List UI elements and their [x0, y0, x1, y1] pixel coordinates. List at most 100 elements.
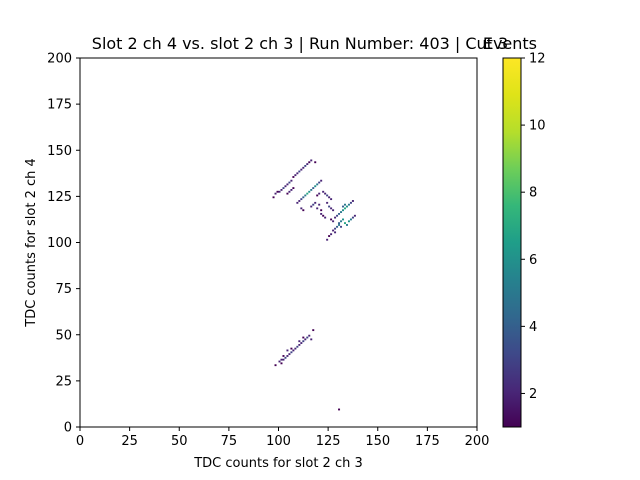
heatmap-cell — [351, 200, 354, 202]
y-tick-label: 150 — [47, 144, 72, 159]
heatmap-cell — [322, 190, 325, 193]
heatmap-cell — [302, 166, 305, 169]
heatmap-cell — [280, 358, 283, 361]
heatmap-cell — [338, 224, 341, 226]
heatmap-cell — [332, 229, 335, 232]
heatmap-cell — [302, 340, 305, 343]
colorbar-tick-label: 10 — [529, 119, 546, 134]
heatmap-cell — [344, 207, 346, 210]
colorbar-tick-label: 2 — [529, 387, 537, 402]
heatmap-cell — [336, 214, 339, 217]
heatmap-cell — [344, 222, 346, 225]
y-tick-label: 25 — [55, 374, 72, 389]
heatmap-cell — [328, 196, 331, 199]
heatmap-cell — [298, 170, 301, 173]
heatmap-cell — [314, 201, 317, 204]
heatmap-cell — [280, 189, 283, 191]
heatmap-cell — [322, 214, 325, 217]
heatmap-cell — [314, 185, 317, 188]
chart-title: Slot 2 ch 4 vs. slot 2 ch 3 | Run Number… — [92, 34, 508, 53]
heatmap-cell — [334, 227, 337, 230]
heatmap-cell — [296, 201, 299, 204]
colorbar-tick-label: 12 — [529, 52, 546, 67]
heatmap-cell — [349, 201, 352, 204]
heatmap-cell — [278, 190, 281, 193]
heatmap-cell — [302, 209, 305, 212]
heatmap-cell — [290, 179, 293, 182]
colorbar-label: Events — [483, 34, 537, 53]
heatmap-cell — [310, 189, 313, 191]
heatmap-cell — [290, 351, 293, 354]
heatmap-cell — [302, 336, 305, 339]
heatmap-cell — [312, 329, 315, 332]
heatmap-cell — [300, 168, 303, 171]
heatmap-cell — [328, 235, 331, 237]
heatmap-cell — [294, 347, 297, 350]
heatmap-cell — [284, 185, 287, 188]
heatmap-cell — [298, 343, 301, 346]
heatmap-cell — [292, 187, 295, 189]
x-axis-label: TDC counts for slot 2 ch 3 — [193, 456, 363, 471]
heatmap-cell — [278, 360, 281, 363]
heatmap-cell — [306, 163, 309, 166]
heatmap-cell — [330, 218, 333, 221]
heatmap-cell — [288, 181, 291, 184]
heatmap-cell — [316, 207, 319, 210]
y-tick-label: 125 — [47, 190, 72, 205]
heatmap-cell — [347, 203, 350, 206]
heatmap-cell — [330, 207, 333, 210]
heatmap-cell — [304, 338, 307, 341]
x-axis: 0 25 50 75 100 125 150 175 200 — [76, 427, 489, 449]
heatmap-cell — [272, 196, 275, 199]
heatmap-cell — [282, 187, 285, 189]
heatmap-cell — [338, 212, 341, 215]
x-tick-label: 75 — [221, 434, 238, 449]
heatmap-cell — [306, 336, 309, 339]
y-axis: 0 25 50 75 100 125 150 175 200 — [47, 52, 80, 436]
heatmap-cell — [338, 222, 341, 225]
heatmap-cell — [324, 192, 327, 195]
x-tick-label: 150 — [365, 434, 390, 449]
heatmap-cell — [300, 342, 303, 344]
y-tick-label: 100 — [47, 236, 72, 251]
colorbar-tick-label: 8 — [529, 186, 537, 201]
heatmap-cell — [292, 349, 295, 352]
y-tick-label: 0 — [64, 421, 72, 436]
heatmap-cell — [349, 218, 352, 221]
heatmap-cell — [318, 181, 321, 184]
heatmap-cell — [334, 231, 337, 234]
heatmap-cell — [332, 220, 335, 223]
heatmap-cell — [286, 192, 289, 195]
heatmap-cell — [345, 224, 348, 226]
heatmap-cell — [353, 214, 356, 217]
x-tick-label: 0 — [76, 434, 84, 449]
heatmap-cell — [294, 174, 297, 177]
heatmap-cell — [308, 334, 311, 337]
heatmap-cell — [344, 203, 346, 206]
heatmap-cell — [316, 183, 319, 186]
y-axis-label: TDC counts for slot 2 ch 4 — [24, 158, 39, 328]
heatmap-cell — [298, 200, 301, 202]
heatmap-cell — [292, 176, 295, 178]
heatmap-cell — [282, 355, 285, 357]
heatmap-cell — [330, 233, 333, 236]
heatmap-cell — [310, 159, 313, 162]
heatmap-cell — [342, 218, 344, 221]
heatmap-cell — [310, 205, 313, 208]
heatmap-cell — [290, 347, 293, 350]
heatmap-cell — [340, 220, 343, 223]
heatmap-cell — [298, 340, 301, 343]
heatmap-cell — [320, 179, 323, 182]
heatmap-cell — [304, 165, 307, 167]
heatmap-cell — [332, 209, 335, 212]
heatmap-cell — [312, 187, 315, 189]
heatmap-cell — [296, 345, 299, 348]
heatmap-cell — [284, 356, 287, 359]
heatmap-cell — [286, 355, 289, 357]
heatmap-cell — [304, 194, 307, 197]
heatmap-cell — [342, 209, 344, 212]
heatmap-cell — [345, 205, 348, 208]
heatmap-cell — [300, 207, 303, 210]
heatmap-cell — [338, 408, 341, 411]
